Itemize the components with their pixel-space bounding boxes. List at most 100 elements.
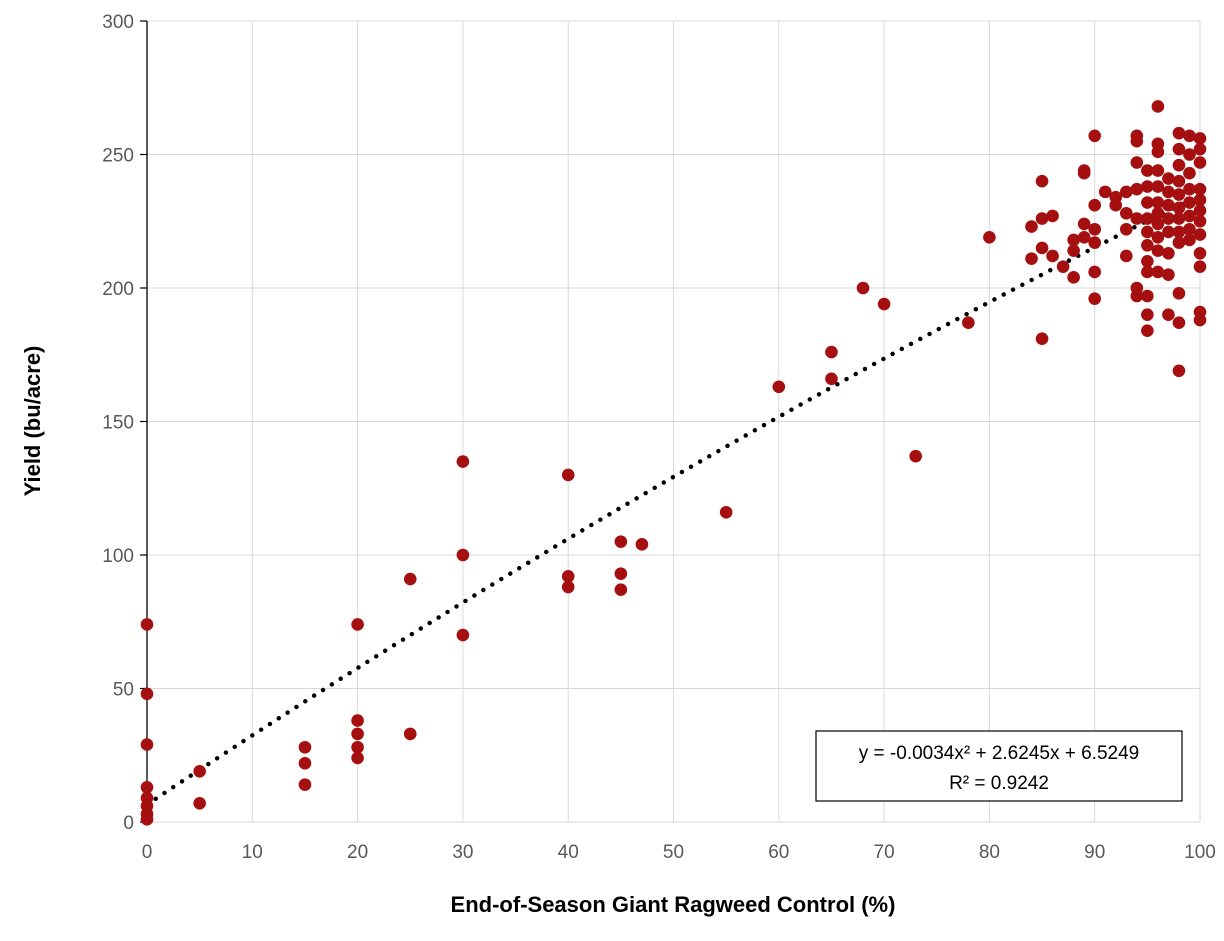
data-point xyxy=(1193,228,1207,241)
data-point xyxy=(561,570,575,583)
data-point xyxy=(1162,172,1175,185)
data-point xyxy=(1119,249,1133,263)
data-point xyxy=(140,618,154,631)
data-point xyxy=(1172,201,1186,215)
data-point xyxy=(456,455,470,468)
data-point xyxy=(1141,238,1154,252)
data-point xyxy=(1172,188,1186,201)
data-point xyxy=(1141,265,1154,279)
x-axis-title: End-of-Season Giant Ragweed Control (%) xyxy=(451,892,896,917)
data-point xyxy=(1172,364,1186,378)
data-point xyxy=(1077,230,1091,244)
data-point xyxy=(1193,204,1207,217)
data-point xyxy=(351,751,364,765)
data-point xyxy=(1141,180,1154,193)
data-point xyxy=(1172,236,1186,249)
data-point xyxy=(1141,308,1154,322)
data-point xyxy=(1162,308,1175,322)
y-axis-title: Yield (bu/acre) xyxy=(20,346,45,497)
data-point xyxy=(1025,220,1038,233)
data-point xyxy=(1141,225,1154,239)
data-point xyxy=(140,780,154,794)
data-point xyxy=(772,380,786,394)
data-point xyxy=(1172,158,1186,172)
data-point xyxy=(877,297,891,311)
data-point xyxy=(1025,252,1038,265)
data-point xyxy=(140,687,154,701)
trendline-r-squared: R² = 0.9242 xyxy=(949,773,1049,794)
data-point xyxy=(1151,164,1165,177)
data-point xyxy=(1151,206,1165,220)
data-point xyxy=(909,449,922,463)
y-tick-label: 100 xyxy=(102,546,134,567)
data-point xyxy=(1119,185,1133,199)
data-point xyxy=(1183,166,1196,180)
trendline xyxy=(144,197,1192,807)
data-point xyxy=(1151,100,1165,113)
data-point xyxy=(1130,289,1144,303)
data-point xyxy=(193,797,206,810)
data-point xyxy=(1130,134,1144,148)
y-tick-label: 250 xyxy=(102,146,134,167)
x-tick-label: 60 xyxy=(768,842,789,863)
data-point xyxy=(1119,206,1133,220)
data-point xyxy=(1183,148,1196,161)
data-point xyxy=(1119,222,1133,236)
data-point xyxy=(983,230,996,244)
data-point xyxy=(561,468,575,482)
data-point xyxy=(1046,249,1059,263)
equation-box-frame xyxy=(815,730,1183,802)
data-point xyxy=(1172,174,1186,188)
data-point xyxy=(351,618,364,631)
data-point xyxy=(1088,222,1101,236)
data-point xyxy=(1035,174,1049,188)
data-point xyxy=(140,813,154,826)
data-point xyxy=(1088,292,1101,305)
data-point xyxy=(298,778,312,791)
x-tick-label: 70 xyxy=(874,842,895,863)
data-point xyxy=(1162,198,1175,212)
data-point xyxy=(1172,316,1186,330)
data-point xyxy=(298,740,312,754)
data-point xyxy=(962,316,975,330)
data-point xyxy=(351,740,364,754)
data-point xyxy=(1130,212,1144,225)
data-point xyxy=(1056,260,1070,273)
trendline-equation: y = -0.0034x² + 2.6245x + 6.5249 xyxy=(859,743,1139,764)
data-point xyxy=(1183,196,1196,209)
data-point xyxy=(1151,196,1165,209)
data-point xyxy=(1183,209,1196,223)
data-point xyxy=(1151,230,1165,244)
data-points xyxy=(140,100,1207,826)
data-point xyxy=(193,764,206,778)
data-point xyxy=(1172,126,1186,140)
data-point xyxy=(1141,324,1154,338)
data-point xyxy=(1172,142,1186,156)
data-point xyxy=(1151,180,1165,193)
x-tick-label: 80 xyxy=(979,842,1000,863)
data-point xyxy=(1109,198,1123,212)
data-point xyxy=(298,756,312,770)
data-point xyxy=(1193,156,1207,169)
data-point xyxy=(1183,129,1196,143)
data-point xyxy=(1172,225,1186,239)
data-point xyxy=(456,548,470,562)
data-point xyxy=(1088,236,1101,249)
y-tick-label: 50 xyxy=(113,680,134,701)
x-tick-label: 40 xyxy=(558,842,579,863)
data-point xyxy=(1193,246,1207,260)
y-tick-label: 150 xyxy=(102,413,134,434)
x-tick-label: 0 xyxy=(142,842,153,863)
data-point xyxy=(140,738,154,751)
data-point xyxy=(1141,289,1154,303)
data-point xyxy=(1098,185,1112,199)
data-point xyxy=(1193,132,1207,145)
data-point xyxy=(1193,193,1207,207)
data-point xyxy=(1183,222,1196,236)
x-tick-label: 90 xyxy=(1084,842,1105,863)
y-tick-label: 300 xyxy=(102,12,134,33)
data-point xyxy=(1151,145,1165,159)
data-point xyxy=(1046,209,1059,223)
data-point xyxy=(351,714,364,727)
